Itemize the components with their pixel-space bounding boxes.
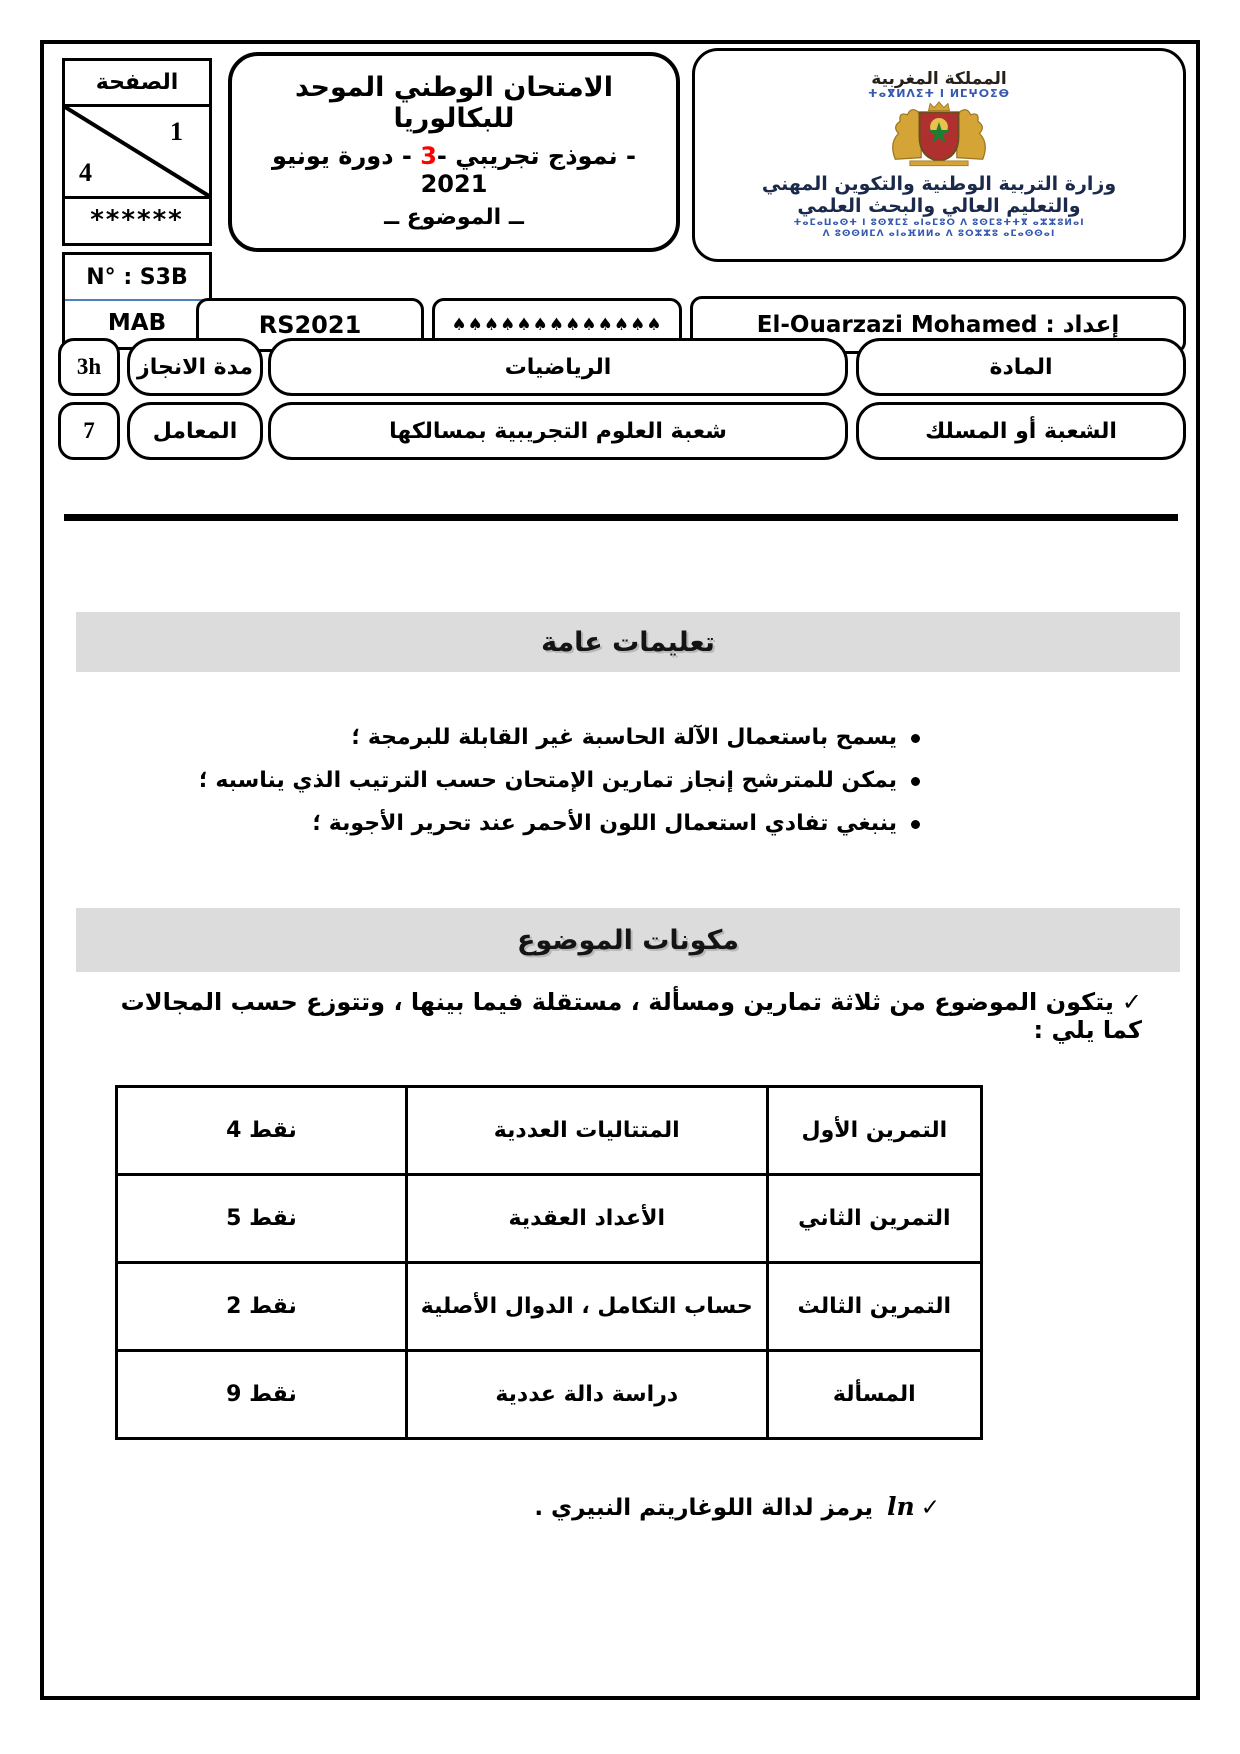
exam-session-line: - نموذج تجريبي -3 - دورة يونيو 2021: [240, 142, 668, 198]
current-page-number: 1: [170, 117, 183, 146]
diagonal-line: [65, 107, 209, 196]
table-row: التمرين الثاني الأعداد العقدية 5 نقط: [115, 1173, 984, 1264]
check-icon: ✓: [920, 1495, 940, 1521]
topic-cell: الأعداد العقدية: [404, 1173, 769, 1264]
coefficient-label: المعامل: [127, 402, 263, 460]
exam-code: MAB: [107, 310, 167, 336]
instruction-text: يمكن للمترشح إنجاز تمارين الإمتحان حسب ا…: [198, 768, 897, 793]
bullet-icon: [911, 733, 920, 743]
subject-label: المادة: [856, 338, 1186, 396]
bullet-icon: [911, 819, 920, 829]
subject-word: ــ الموضوع ــ: [384, 205, 524, 230]
duration-value: 3h: [58, 338, 120, 396]
coat-of-arms-icon: [880, 101, 998, 173]
points-cell: 2 نقط: [115, 1261, 408, 1352]
exercise-cell: التمرين الثاني: [765, 1173, 984, 1264]
instruction-item: يمكن للمترشح إنجاز تمارين الإمتحان حسب ا…: [199, 759, 920, 802]
branch-label: الشعبة أو المسلك: [856, 402, 1186, 460]
ministry-box: المملكة المغربية ⵜⴰⴳⵍⴷⵉⵜ ⵏ ⵍⵎⵖⵔⵉⴱ وزارة …: [692, 48, 1186, 262]
exam-title-box: الامتحان الوطني الموحد للبكالوريا - نموذ…: [228, 52, 680, 252]
ministry-name-line1: وزارة التربية الوطنية والتكوين المهني: [761, 173, 1117, 196]
page-border: [40, 40, 1200, 1700]
session-suffix: - دورة يونيو 2021: [272, 141, 488, 198]
ministry-name-line2: والتعليم العالي والبحث العلمي: [797, 195, 1081, 218]
bullet-icon: [911, 776, 920, 786]
model-number: 3: [420, 141, 437, 170]
exercise-cell: التمرين الثالث: [765, 1261, 984, 1352]
check-icon: ✓: [1121, 988, 1142, 1016]
horizontal-rule: [64, 514, 1178, 521]
instructions-banner: تعليمات عامة: [76, 612, 1180, 672]
ministry-tifinagh-line1: ⵜⴰⵎⴰⵡⴰⵙⵜ ⵏ ⵓⵙⴳⵎⵉ ⴰⵏⴰⵎⵓⵔ ⴷ ⵓⵙⵎⵓⵜⵜⴳ ⴰⵣⵣⵓⵍⴰ…: [793, 217, 1085, 228]
page-fraction-cell: 1 4: [65, 107, 209, 199]
components-intro-text: يتكون الموضوع من ثلاثة تمارين ومسألة ، م…: [120, 988, 1142, 1044]
page-label: الصفحة: [65, 61, 209, 107]
instruction-text: يسمح باستعمال الآلة الحاسبة غير القابلة …: [351, 725, 897, 750]
coefficient-value: 7: [58, 402, 120, 460]
kingdom-title: المملكة المغربية: [871, 68, 1007, 89]
topic-cell: حساب التكامل ، الدوال الأصلية: [404, 1261, 769, 1352]
subject-value: الرياضيات: [268, 338, 848, 396]
components-intro: ✓يتكون الموضوع من ثلاثة تمارين ومسألة ، …: [80, 988, 1142, 1044]
instruction-text: ينبغي تفادي استعمال اللون الأحمر عند تحر…: [312, 811, 897, 836]
instruction-item: يسمح باستعمال الآلة الحاسبة غير القابلة …: [230, 716, 920, 759]
exam-number: N° : S3B: [65, 255, 209, 301]
page-counter-box: الصفحة 1 4 ******: [62, 58, 212, 246]
points-cell: 5 نقط: [115, 1173, 408, 1264]
instructions-list: يسمح باستعمال الآلة الحاسبة غير القابلة …: [199, 716, 920, 845]
kingdom-tifinagh: ⵜⴰⴳⵍⴷⵉⵜ ⵏ ⵍⵎⵖⵔⵉⴱ: [867, 87, 1010, 101]
components-banner: مكونات الموضوع: [76, 908, 1180, 972]
ln-symbol: ln: [887, 1492, 915, 1521]
table-row: التمرين الثالث حساب التكامل ، الدوال الأ…: [115, 1261, 984, 1352]
ministry-tifinagh-line2: ⴷ ⵓⵙⵙⵍⵎⴷ ⴰⵏⴰⴼⵍⵍⴰ ⴷ ⵓⵔⵣⵣⵓ ⴰⵎⴰⵙⵙⴰⵏ: [822, 229, 1056, 240]
table-row: المسألة دراسة دالة عددية 9 نقط: [115, 1349, 984, 1440]
exercise-cell: المسألة: [765, 1349, 984, 1440]
points-cell: 4 نقط: [115, 1085, 408, 1176]
table-row: التمرين الأول المتتاليات العددية 4 نقط: [115, 1085, 984, 1176]
stars-row: ******: [90, 204, 184, 235]
exam-code-box: N° : S3B MAB: [62, 252, 212, 350]
session-prefix: - نموذج تجريبي -: [436, 141, 636, 170]
topic-cell: دراسة دالة عددية: [404, 1349, 769, 1440]
points-cell: 9 نقط: [115, 1349, 408, 1440]
ln-note: ✓ln يرمز لدالة اللوغاريتم النبيري .: [470, 1492, 940, 1521]
instruction-item: ينبغي تفادي استعمال اللون الأحمر عند تحر…: [230, 802, 920, 845]
exercise-cell: التمرين الأول: [765, 1085, 984, 1176]
branch-value: شعبة العلوم التجريبية بمسالكها: [268, 402, 848, 460]
components-table: التمرين الأول المتتاليات العددية 4 نقط ا…: [115, 1085, 984, 1440]
total-page-number: 4: [79, 158, 92, 187]
ln-note-text: يرمز لدالة اللوغاريتم النبيري .: [534, 1495, 882, 1521]
topic-cell: المتتاليات العددية: [404, 1085, 769, 1176]
duration-label: مدة الانجاز: [127, 338, 263, 396]
exam-title: الامتحان الوطني الموحد للبكالوريا: [294, 72, 614, 134]
